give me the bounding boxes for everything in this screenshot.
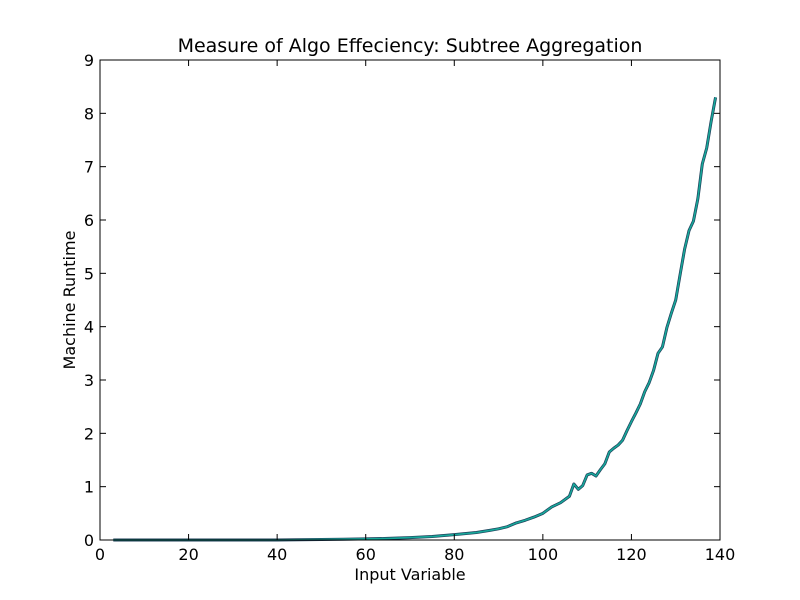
- x-tick-label: 100: [528, 545, 559, 564]
- y-tick-label: 3: [84, 371, 94, 390]
- plot-frame: [99, 59, 721, 541]
- x-tick-label: 40: [267, 545, 287, 564]
- x-tick-label: 120: [616, 545, 647, 564]
- x-axis-label: Input Variable: [354, 565, 465, 584]
- ticks-layer: 0 20 40 60 80 100 120 140 0 1 2 3 4 5 6 7 8 9: [84, 51, 735, 564]
- y-tick-label: 5: [84, 264, 94, 283]
- y-tick-label: 7: [84, 158, 94, 177]
- x-tick-label: 140: [705, 545, 736, 564]
- chart-title: Measure of Algo Effeciency: Subtree Aggr…: [178, 35, 643, 57]
- y-tick-label: 4: [84, 318, 94, 337]
- x-tick-label: 0: [95, 545, 105, 564]
- y-tick-label: 8: [84, 104, 94, 123]
- y-tick-label: 0: [84, 531, 94, 550]
- y-axis-label: Machine Runtime: [60, 231, 79, 370]
- y-tick-label: 6: [84, 211, 94, 230]
- series-line-0: [113, 97, 717, 541]
- y-tick-label: 9: [84, 51, 94, 70]
- x-tick-label: 20: [178, 545, 198, 564]
- y-tick-label: 2: [84, 424, 94, 443]
- x-tick-label: 80: [444, 545, 464, 564]
- series-layer: [113, 97, 718, 542]
- y-tick-label: 1: [84, 478, 94, 497]
- x-tick-label: 60: [356, 545, 376, 564]
